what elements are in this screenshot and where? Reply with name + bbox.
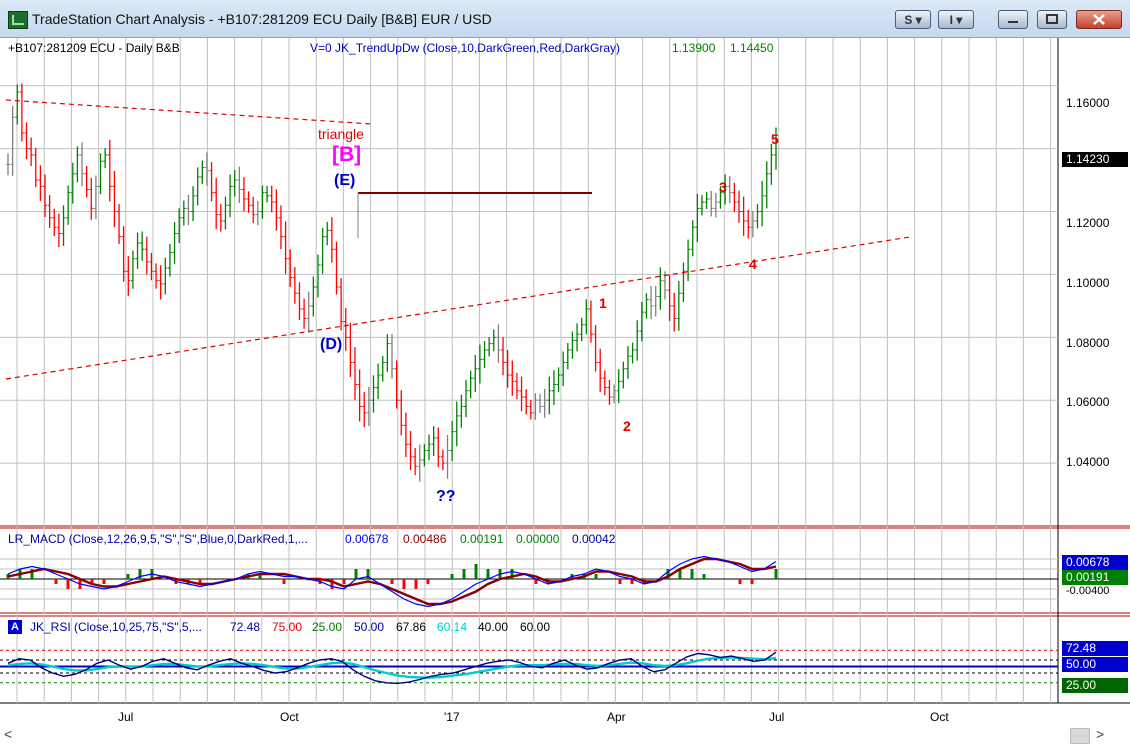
y-tick-label: 1.12000 [1066,216,1110,230]
macd-y-tick-label: -0.00400 [1066,585,1110,597]
y-tick-label: 1.06000 [1066,395,1110,409]
rsi-lower-label: 25.00 [1062,678,1128,693]
close-button[interactable] [1076,10,1122,29]
wave-5-label: 5 [771,131,779,147]
wave-b-label: [B] [332,143,362,166]
macd-hist-label: 0.00191 [1062,570,1128,585]
rsi-mid-value: 50.00 [354,620,385,634]
rsi-title: JK_RSI (Close,10,25,75,"S",5,... [30,620,202,634]
chart-symbol-title: +B107:281209 ECU - Daily B&B [8,41,180,55]
macd-hist-value: 0.00191 [460,532,504,546]
x-tick-label: Jul [118,710,134,724]
macd-line [7,555,777,608]
macd-title: LR_MACD (Close,12,26,9,5,"S","S",Blue,0,… [8,532,308,546]
tradestation-app-icon [8,11,28,29]
x-tick-label: '17 [444,710,460,724]
rsi-average-line [7,656,777,679]
trend-indicator-label: V=0 JK_TrendUpDw (Close,10,DarkGreen,Red… [310,41,621,55]
chart-area[interactable]: +B107:281209 ECU - Daily B&B V=0 JK_Tren… [0,38,1130,744]
macd-extra-value: 0.00042 [572,532,616,546]
rsi-band-low-value: 40.00 [478,620,509,634]
y-tick-label: 1.04000 [1066,455,1110,469]
rsi-plots [0,649,1058,685]
rsi-avg2-value: 60.14 [437,620,468,634]
maximize-button[interactable] [1037,10,1067,29]
y-tick-label: 1.10000 [1066,276,1110,290]
close-icon [1093,14,1105,25]
macd-last-label: 0.00678 [1062,555,1128,570]
upper-triangle-trendline [5,99,373,125]
wave-3-label: 3 [719,179,727,195]
macd-value: 0.00678 [345,532,389,546]
window-titlebar: TradeStation Chart Analysis - +B107:2812… [0,0,1130,38]
last-price-label: 1.14230 [1062,152,1128,167]
scroll-right-arrow-icon[interactable]: > [1096,726,1105,742]
x-tick-label: Oct [930,710,949,724]
panel-frames [0,38,1130,704]
x-tick-label: Apr [607,710,626,724]
wave-2-label: 2 [623,418,631,434]
wave-1-label: 1 [599,295,607,311]
wave-e-label: (E) [334,172,356,189]
wave-d-label: (D) [320,336,343,353]
x-tick-label: Jul [769,710,785,724]
rsi-value: 72.48 [230,620,261,634]
y-tick-label: 1.08000 [1066,336,1110,350]
wave-question-label: ?? [436,488,456,505]
window-title: TradeStation Chart Analysis - +B107:2812… [32,11,492,27]
gridlines [0,38,1058,703]
x-tick-label: Oct [280,710,299,724]
price-bars [6,83,778,482]
macd-signal-line [7,557,777,606]
chart-canvas[interactable] [0,38,1130,744]
maximize-icon [1046,14,1058,24]
scroll-left-arrow-icon[interactable]: < [4,726,13,742]
rsi-last-label: 72.48 [1062,641,1128,656]
styles-button[interactable]: S ▾ [895,10,931,29]
analysis-technique-icon[interactable]: A [8,620,22,634]
macd-plots [0,555,1058,608]
rsi-lower-value: 25.00 [312,620,343,634]
drawing-tools[interactable] [5,99,911,380]
minimize-icon [1008,21,1018,23]
rsi-mid-label: 50.00 [1062,657,1128,672]
scrollbar-thumb[interactable] [1070,728,1090,744]
rsi-upper-value: 75.00 [272,620,303,634]
macd-zero-value: 0.00000 [516,532,560,546]
y-tick-label: 1.16000 [1066,96,1110,110]
triangle-annotation: triangle [318,126,364,142]
trend-indicator-value-1: 1.13900 [672,41,716,55]
macd-signal-value: 0.00486 [403,532,447,546]
rsi-line [7,651,777,685]
insert-button[interactable]: I ▾ [938,10,974,29]
minimize-button[interactable] [998,10,1028,29]
rsi-band-high-value: 60.00 [520,620,551,634]
rsi-avg-value: 67.86 [396,620,427,634]
trend-indicator-value-2: 1.14450 [730,41,774,55]
wave-4-label: 4 [749,256,757,272]
